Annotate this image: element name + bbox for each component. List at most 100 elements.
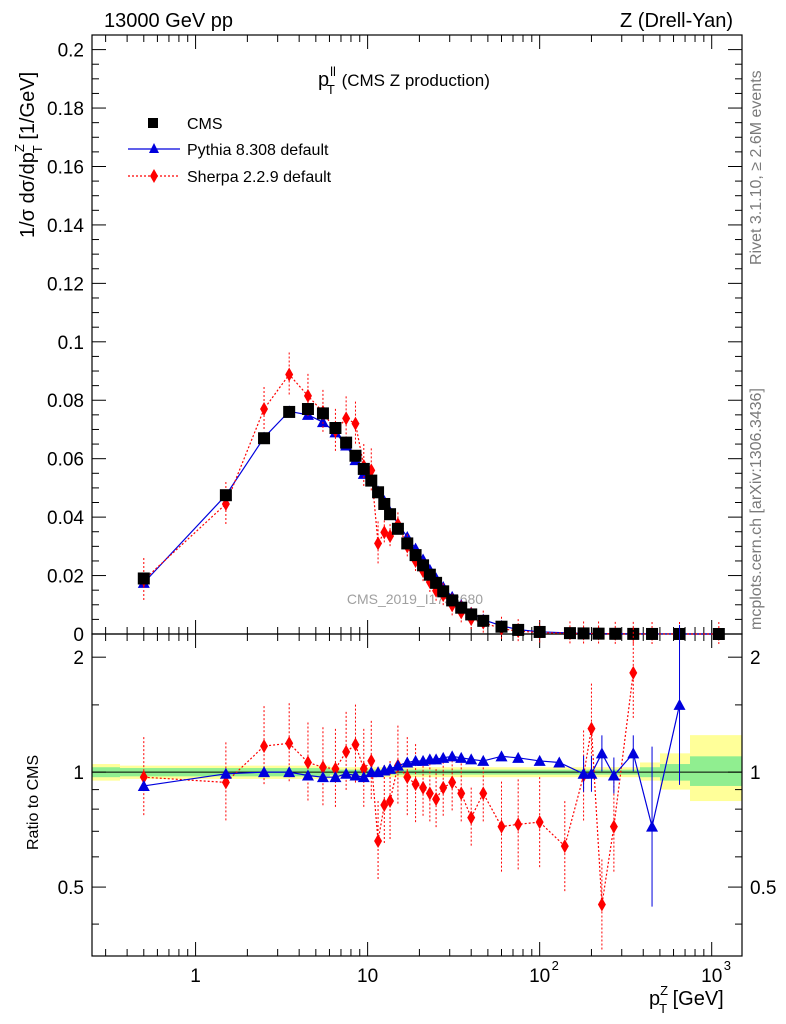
sherpa-ratio-point bbox=[609, 819, 618, 834]
ratio-y-tick-label: 2 bbox=[73, 648, 84, 669]
y-title-main: 1/σ dσ/dp bbox=[17, 152, 39, 238]
pythia-ratio-point bbox=[283, 766, 296, 778]
x-tick-label: 1 bbox=[190, 966, 201, 987]
cms-data-point bbox=[378, 497, 391, 510]
cms-data-point bbox=[316, 407, 329, 420]
y-tick-label: 0.1 bbox=[58, 333, 84, 354]
y-tick-label: 0 bbox=[73, 625, 84, 646]
y-tick-label: 0.14 bbox=[47, 216, 84, 237]
cms-data-point bbox=[609, 627, 622, 640]
legend-pythia-marker bbox=[149, 143, 159, 153]
pythia-ratio-point bbox=[477, 754, 490, 766]
cms-data-point bbox=[455, 601, 468, 614]
x-tick-label: 10 bbox=[701, 966, 722, 987]
energy-label: 13000 GeV pp bbox=[104, 10, 233, 32]
x-axis-title: pZ T [GeV] bbox=[649, 983, 724, 1016]
cms-data-point bbox=[712, 627, 725, 640]
sherpa-ratio-point bbox=[386, 794, 395, 809]
sherpa-ratio-point bbox=[260, 739, 269, 754]
cms-data-point bbox=[365, 474, 378, 487]
sherpa-ratio-point bbox=[359, 761, 368, 776]
y-tick-label: 0.2 bbox=[58, 41, 84, 62]
cms-data-point bbox=[301, 403, 314, 416]
sherpa-ratio-point bbox=[342, 744, 351, 759]
ratio-y-tick-label-right: 1 bbox=[750, 763, 761, 784]
pythia-ratio-point bbox=[301, 769, 314, 781]
x-tick-label: 10 bbox=[529, 966, 550, 987]
sherpa-ratio-point bbox=[535, 815, 544, 830]
sherpa-main-point bbox=[351, 416, 360, 431]
cms-data-point bbox=[409, 549, 422, 562]
cms-data-point bbox=[329, 422, 342, 435]
sherpa-ratio-point bbox=[374, 834, 383, 849]
mcplots-label: mcplots.cern.ch [arXiv:1306.3436] bbox=[748, 388, 765, 630]
legend-pythia-label: Pythia 8.308 default bbox=[187, 142, 329, 159]
y-tick-label: 0.18 bbox=[47, 99, 84, 120]
sherpa-ratio-point bbox=[303, 755, 312, 770]
y-tick-label: 0.08 bbox=[47, 391, 84, 412]
pythia-ratio-point bbox=[258, 766, 271, 778]
pythia-ratio-point bbox=[553, 756, 566, 768]
cms-data-point bbox=[465, 608, 478, 621]
sherpa-ratio-point bbox=[403, 770, 412, 785]
main-series-layer bbox=[137, 352, 725, 646]
sherpa-ratio-point bbox=[380, 798, 389, 813]
sherpa-ratio-point bbox=[597, 897, 606, 912]
sherpa-ratio-point bbox=[351, 737, 360, 752]
x-title-subscript: T bbox=[659, 1001, 667, 1016]
sherpa-ratio-point bbox=[432, 792, 441, 807]
pythia-ratio-point bbox=[329, 771, 342, 783]
y-tick-label: 0.06 bbox=[47, 450, 84, 471]
pythia-ratio-point bbox=[357, 771, 370, 783]
sherpa-ratio-point bbox=[221, 775, 230, 790]
y-tick-label: 0.16 bbox=[47, 157, 84, 178]
ratio-series-layer bbox=[137, 624, 686, 950]
ratio-y-tick-label: 1 bbox=[73, 763, 84, 784]
ratio-y-tick-label-right: 0.5 bbox=[750, 878, 776, 899]
cms-data-point bbox=[577, 627, 590, 640]
legend-sherpa-marker bbox=[150, 169, 158, 183]
x-title-main: p bbox=[649, 988, 660, 1010]
pythia-ratio-point bbox=[340, 767, 353, 779]
pythia-ratio-point bbox=[437, 751, 450, 763]
cms-data-point bbox=[477, 614, 490, 627]
cms-data-point bbox=[495, 620, 508, 633]
cms-data-point bbox=[384, 508, 397, 521]
cms-data-point bbox=[357, 462, 370, 475]
y-title-unit: [1/GeV] bbox=[17, 72, 39, 145]
pythia-ratio-point bbox=[627, 747, 640, 759]
title-text: (CMS Z production) bbox=[337, 71, 490, 90]
cms-data-point bbox=[340, 436, 353, 449]
title-superscript: ll bbox=[330, 64, 336, 79]
process-label: Z (Drell-Yan) bbox=[620, 10, 733, 32]
cms-data-point bbox=[563, 627, 576, 640]
cms-data-point bbox=[219, 489, 232, 502]
sherpa-main-point bbox=[285, 367, 294, 382]
legend-cms-marker bbox=[148, 118, 158, 128]
pythia-ratio-point bbox=[219, 767, 232, 779]
sherpa-ratio-point bbox=[479, 786, 488, 801]
ratio-plot-frame bbox=[91, 633, 743, 957]
sherpa-ratio-point bbox=[139, 770, 148, 785]
x-tick-label: 10 bbox=[357, 966, 378, 987]
pythia-ratio-point bbox=[316, 771, 329, 783]
sherpa-ratio-point bbox=[285, 736, 294, 751]
pythia-ratio-point bbox=[465, 753, 478, 765]
pythia-ratio-point bbox=[137, 779, 150, 791]
x-tick-exponent: 3 bbox=[724, 958, 731, 973]
pythia-ratio-point bbox=[595, 747, 608, 759]
ratio-y-tick-label: 0.5 bbox=[58, 878, 84, 899]
pythia-ratio-point bbox=[455, 751, 468, 763]
cms-data-point bbox=[401, 537, 414, 550]
cms-data-point bbox=[512, 623, 525, 636]
pythia-ratio-point bbox=[391, 759, 404, 771]
pythia-ratio-point bbox=[533, 754, 546, 766]
pythia-ratio-point bbox=[495, 750, 508, 762]
ratio-y-axis-title: Ratio to CMS bbox=[25, 755, 42, 850]
y-tick-label: 0.04 bbox=[47, 508, 84, 529]
sherpa-main-point bbox=[342, 411, 351, 426]
pythia-ratio-point bbox=[577, 767, 590, 779]
sherpa-ratio-point bbox=[331, 761, 340, 776]
